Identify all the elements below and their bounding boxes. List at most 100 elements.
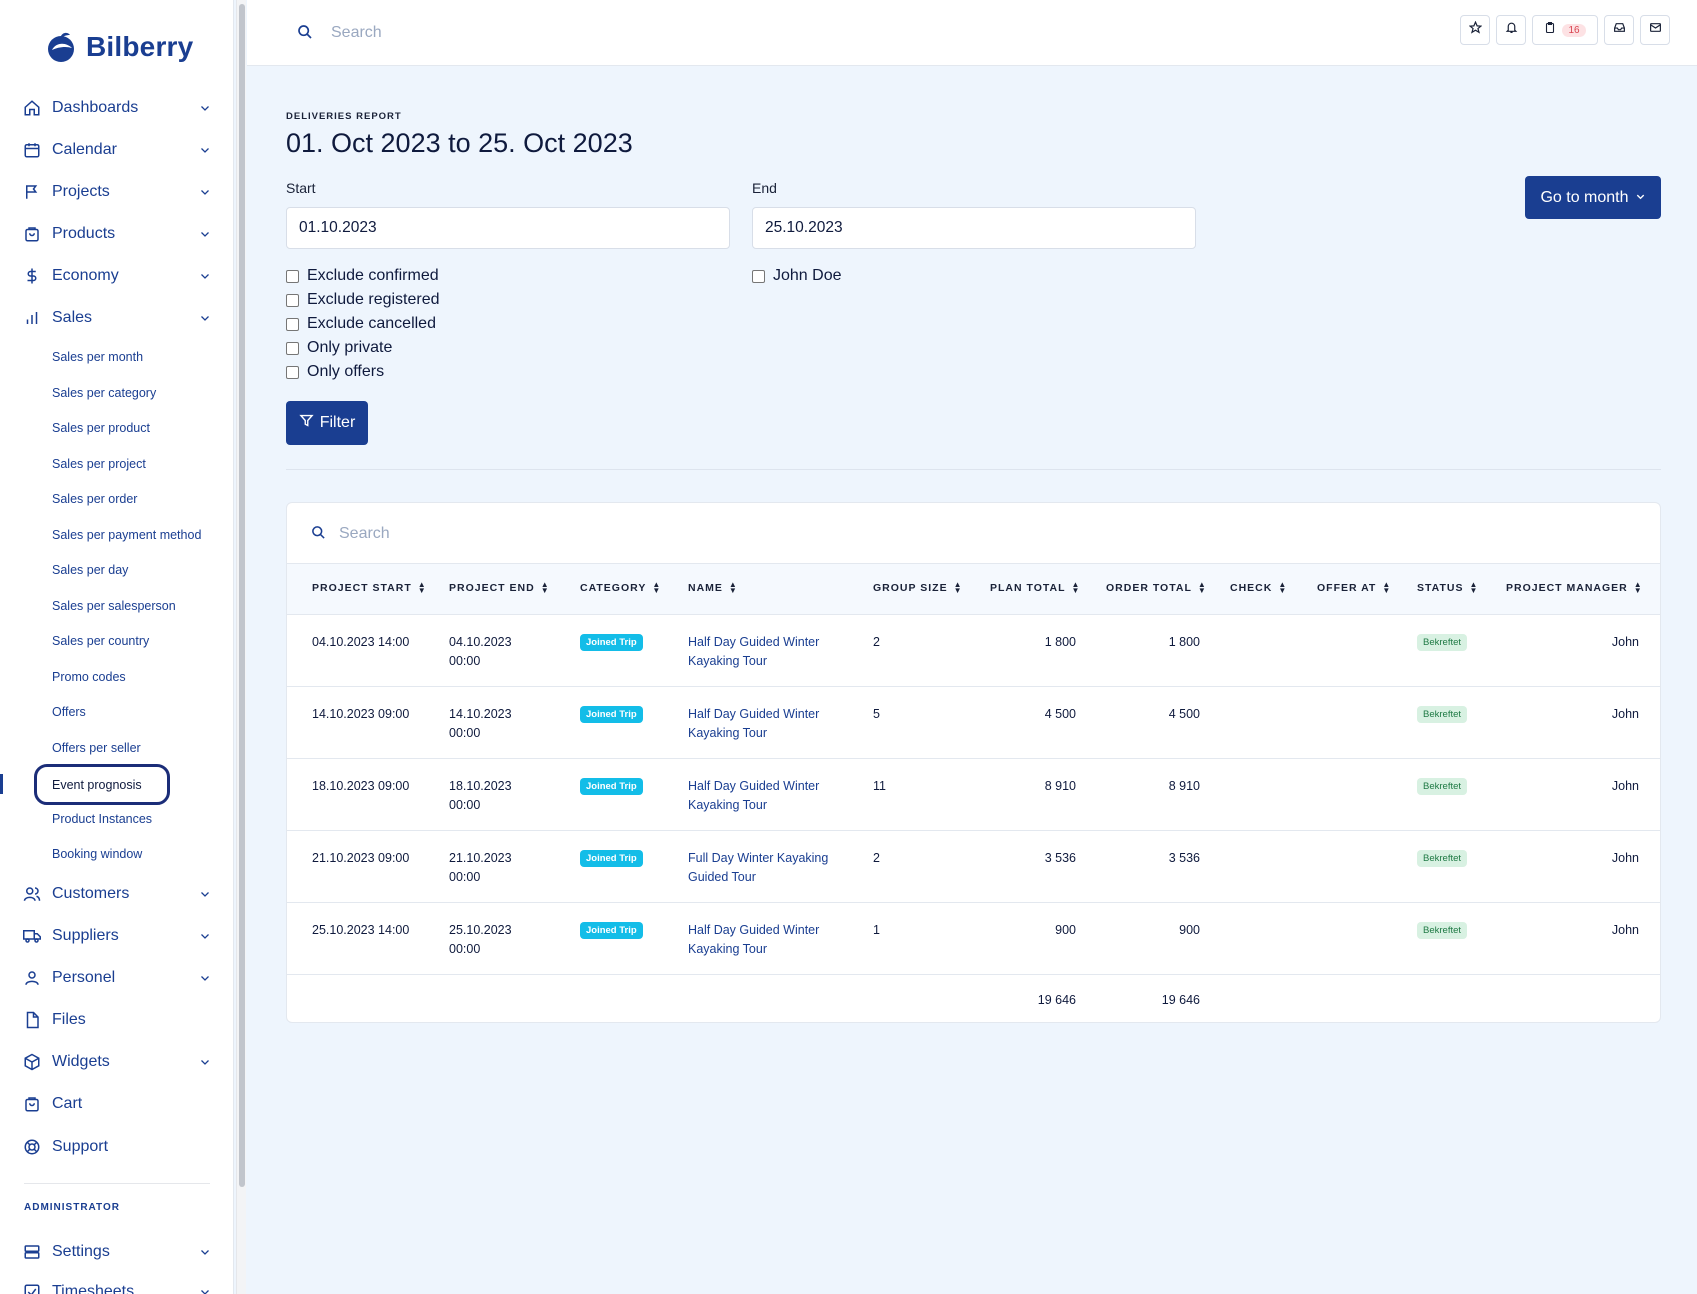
sort-icon: ▲ ▼ xyxy=(1197,580,1207,595)
exclude-cancelled-checkbox[interactable]: Exclude cancelled xyxy=(286,315,436,333)
cell-order-total: 900 xyxy=(1179,923,1200,937)
sidebar-item-timesheets[interactable]: Timesheets xyxy=(22,1277,212,1294)
only-private-checkbox[interactable]: Only private xyxy=(286,339,392,357)
users-icon xyxy=(22,884,42,904)
notifications-button[interactable] xyxy=(1496,15,1526,45)
checkbox-box[interactable] xyxy=(286,365,299,379)
column-header-group-size[interactable]: GROUP SIZE ▲ ▼ xyxy=(873,581,963,595)
cell-name-link[interactable]: Full Day Winter Kayaking Guided Tour xyxy=(688,849,828,887)
sidebar-item-files[interactable]: Files xyxy=(22,1005,212,1035)
inbox-button[interactable] xyxy=(1604,15,1634,45)
sidebar-sub-sales-per-order[interactable]: Sales per order xyxy=(52,492,138,506)
john-doe-checkbox[interactable]: John Doe xyxy=(752,267,842,285)
column-header-name[interactable]: NAME ▲ ▼ xyxy=(688,581,738,595)
sidebar-sub-sales-per-payment-method[interactable]: Sales per payment method xyxy=(52,528,202,542)
mail-button[interactable] xyxy=(1640,15,1670,45)
sidebar-item-label: Files xyxy=(52,1011,86,1028)
sidebar-sub-promo-codes[interactable]: Promo codes xyxy=(52,670,126,684)
chevron-down-icon xyxy=(198,143,212,157)
checkbox-box[interactable] xyxy=(286,317,299,331)
checkbox-box[interactable] xyxy=(286,269,299,283)
sidebar-item-sales[interactable]: Sales xyxy=(22,303,212,333)
only-offers-checkbox[interactable]: Only offers xyxy=(286,363,384,381)
sidebar-sub-sales-per-product[interactable]: Sales per product xyxy=(52,421,150,435)
column-header-plan-total[interactable]: PLAN TOTAL ▲ ▼ xyxy=(990,580,1081,595)
column-header-project-end[interactable]: PROJECT END ▲ ▼ xyxy=(449,581,550,595)
table-row[interactable]: 04.10.2023 14:00 04.10.2023 00:00 Joined … xyxy=(287,615,1660,687)
brand-name: Bilberry xyxy=(86,31,194,62)
status-badge: Bekreftet xyxy=(1417,850,1468,867)
brand-logo[interactable]: Bilberry xyxy=(44,30,193,64)
column-header-check[interactable]: CHECK ▲ ▼ xyxy=(1230,581,1287,595)
search-icon xyxy=(297,24,315,42)
sidebar-item-economy[interactable]: Economy xyxy=(22,261,212,291)
table-search-input[interactable] xyxy=(339,521,939,547)
cell-project-end: 14.10.2023 00:00 xyxy=(449,705,512,743)
cell-name-link[interactable]: Half Day Guided Winter Kayaking Tour xyxy=(688,705,819,743)
cell-name-link[interactable]: Half Day Guided Winter Kayaking Tour xyxy=(688,777,819,815)
sidebar-item-settings[interactable]: Settings xyxy=(22,1237,212,1267)
column-header-project-start[interactable]: PROJECT START ▲ ▼ xyxy=(312,581,427,595)
column-header-category[interactable]: CATEGORY ▲ ▼ xyxy=(580,581,661,595)
name-line-1: Half Day Guided Winter xyxy=(688,779,820,793)
column-header-project-manager[interactable]: PROJECT MANAGER ▲ ▼ xyxy=(1506,581,1643,595)
sidebar-sub-sales-per-month[interactable]: Sales per month xyxy=(52,350,144,364)
chevron-down-icon xyxy=(198,971,212,985)
clipboard-button[interactable]: 16 xyxy=(1532,15,1598,45)
table-row[interactable]: 21.10.2023 09:00 21.10.2023 00:00 Joined … xyxy=(287,831,1660,903)
sidebar-item-label: Timesheets xyxy=(52,1283,135,1294)
sidebar-item-personel[interactable]: Personel xyxy=(22,963,212,993)
global-search-input[interactable] xyxy=(331,20,831,46)
sidebar-item-projects[interactable]: Projects xyxy=(22,177,212,207)
column-header-status[interactable]: STATUS ▲ ▼ xyxy=(1417,581,1478,595)
end-label: End xyxy=(752,180,777,196)
column-header-order-total[interactable]: ORDER TOTAL ▲ ▼ xyxy=(1106,580,1207,595)
sidebar-item-customers[interactable]: Customers xyxy=(22,879,212,909)
favorites-button[interactable] xyxy=(1460,15,1490,45)
exclude-confirmed-checkbox[interactable]: Exclude confirmed xyxy=(286,267,439,285)
sidebar-sub-sales-per-salesperson[interactable]: Sales per salesperson xyxy=(52,599,176,613)
cell-project-manager: John xyxy=(1611,923,1639,937)
go-to-month-button[interactable]: Go to month xyxy=(1525,176,1661,219)
sidebar-item-suppliers[interactable]: Suppliers xyxy=(22,921,212,951)
table-row[interactable]: 18.10.2023 09:00 18.10.2023 00:00 Joined … xyxy=(287,759,1660,831)
sidebar-sub-offers[interactable]: Offers xyxy=(52,705,86,719)
filter-button[interactable]: Filter xyxy=(286,401,368,445)
column-label: ORDER TOTAL xyxy=(1106,582,1192,594)
column-header-offer-at[interactable]: OFFER AT ▲ ▼ xyxy=(1317,581,1391,595)
cell-name-link[interactable]: Half Day Guided Winter Kayaking Tour xyxy=(688,921,819,959)
column-label: PROJECT START xyxy=(312,582,412,594)
table-row[interactable]: 25.10.2023 14:00 25.10.2023 00:00 Joined … xyxy=(287,903,1660,975)
sidebar-item-support[interactable]: Support xyxy=(22,1132,212,1162)
checkbox-box[interactable] xyxy=(752,269,765,283)
checkbox-box[interactable] xyxy=(286,341,299,355)
cell-name-link[interactable]: Half Day Guided Winter Kayaking Tour xyxy=(688,633,819,671)
sidebar-sub-booking-window[interactable]: Booking window xyxy=(52,847,143,861)
sidebar-sub-product-instances[interactable]: Product Instances xyxy=(52,812,153,826)
sidebar-item-label: Dashboards xyxy=(52,99,139,116)
sidebar-sub-sales-per-day[interactable]: Sales per day xyxy=(52,563,129,577)
sidebar-scrollbar[interactable] xyxy=(236,0,246,1294)
sidebar-sub-sales-per-country[interactable]: Sales per country xyxy=(52,634,150,648)
checkbox-box[interactable] xyxy=(286,293,299,307)
end-date: 14.10.2023 xyxy=(449,707,512,721)
sidebar-item-widgets[interactable]: Widgets xyxy=(22,1047,212,1077)
sidebar-sub-sales-per-category[interactable]: Sales per category xyxy=(52,386,157,400)
table-row[interactable]: 14.10.2023 09:00 14.10.2023 00:00 Joined … xyxy=(287,687,1660,759)
sidebar-sub-offers-per-seller[interactable]: Offers per seller xyxy=(52,741,141,755)
sidebar-sub-sales-per-project[interactable]: Sales per project xyxy=(52,457,146,471)
sidebar-sub-event-prognosis[interactable]: Event prognosis xyxy=(34,764,170,805)
exclude-registered-checkbox[interactable]: Exclude registered xyxy=(286,291,440,309)
sort-icon: ▲ ▼ xyxy=(1071,580,1081,595)
name-line-2: Kayaking Tour xyxy=(688,654,767,668)
sidebar-item-label: Widgets xyxy=(52,1053,110,1070)
cell-project-manager: John xyxy=(1611,635,1639,649)
sidebar-item-cart[interactable]: Cart xyxy=(22,1089,212,1119)
sidebar-item-dashboards[interactable]: Dashboards xyxy=(22,93,212,123)
scrollbar-thumb[interactable] xyxy=(239,4,245,1187)
sidebar-item-calendar[interactable]: Calendar xyxy=(22,135,212,165)
sidebar-item-products[interactable]: Products xyxy=(22,219,212,249)
end-date-input[interactable] xyxy=(752,207,1196,249)
start-date-input[interactable] xyxy=(286,207,730,249)
end-time: 00:00 xyxy=(449,654,481,668)
